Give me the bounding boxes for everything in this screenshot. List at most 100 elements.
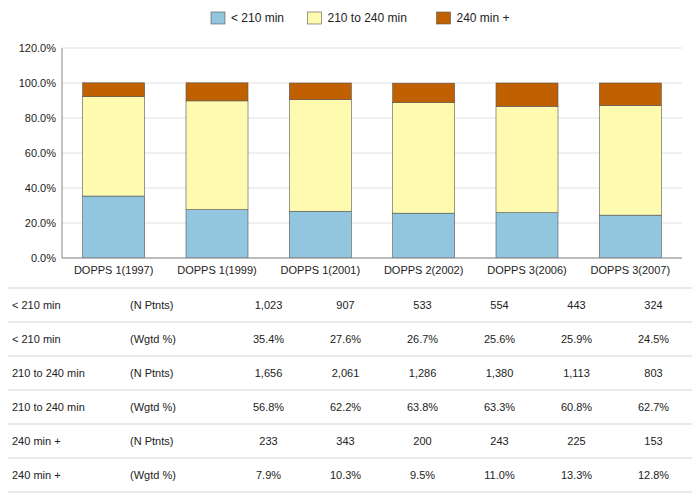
legend: < 210 min 210 to 240 min 240 min + (211, 11, 510, 25)
bar (289, 83, 351, 100)
grid-line (62, 188, 682, 189)
table-cell: 533 (413, 299, 431, 311)
table-cell: (N Ptnts) (130, 367, 173, 379)
x-tick-label: DOPPS 1(1999) (177, 264, 256, 276)
table-cell: (Wgtd %) (130, 401, 176, 413)
bar (496, 83, 558, 106)
bars (83, 83, 662, 258)
bar (393, 213, 455, 258)
table-cell: 200 (413, 435, 431, 447)
table-cell: < 210 min (12, 299, 61, 311)
table-cell: 60.8% (561, 401, 592, 413)
table-divider (8, 288, 692, 289)
table-cell: 225 (567, 435, 585, 447)
table-cell: (Wgtd %) (130, 333, 176, 345)
table-divider (8, 492, 692, 493)
legend-swatch (308, 12, 322, 24)
table-cell: 1,023 (255, 299, 283, 311)
bar (289, 100, 351, 212)
y-tick-label: 60.0% (25, 147, 56, 159)
bar (393, 102, 455, 213)
table-cell: 233 (259, 435, 277, 447)
x-tick-label: DOPPS 1(1997) (74, 264, 153, 276)
bar (186, 101, 248, 210)
y-tick-label: 20.0% (25, 217, 56, 229)
table-cell: < 210 min (12, 333, 61, 345)
legend-swatch (211, 12, 225, 24)
bar (83, 196, 145, 258)
grid-line (62, 48, 682, 49)
table-cell: (N Ptnts) (130, 299, 173, 311)
table-cell: 1,113 (563, 367, 590, 379)
table-cell: 7.9% (256, 469, 281, 481)
bar (83, 83, 145, 97)
x-tick-label: DOPPS 2(2002) (384, 264, 463, 276)
table-cell: 25.6% (484, 333, 515, 345)
y-grid: 0.0% 20.0% 40.0% 60.0% 80.0% 100.0% 120.0% (19, 42, 682, 264)
table-cell: 24.5% (638, 333, 669, 345)
x-tick-label: DOPPS 3(2006) (487, 264, 566, 276)
table-cell: 26.7% (407, 333, 438, 345)
table-cell: 554 (490, 299, 508, 311)
grid-line (62, 153, 682, 154)
y-tick-label: 100.0% (19, 77, 57, 89)
bar (599, 83, 661, 105)
table-cell: 56.8% (253, 401, 284, 413)
table-cell: 324 (644, 299, 662, 311)
y-tick-label: 0.0% (31, 252, 56, 264)
table-divider (8, 424, 692, 425)
bar (289, 211, 351, 258)
bar (599, 215, 661, 258)
bar (393, 83, 455, 102)
table-cell: 907 (336, 299, 354, 311)
legend-label: 210 to 240 min (328, 11, 407, 25)
table-cell: 9.5% (410, 469, 435, 481)
table-divider (8, 390, 692, 391)
bar (496, 106, 558, 212)
table-cell: 35.4% (253, 333, 284, 345)
y-tick-label: 120.0% (19, 42, 57, 54)
table-divider (8, 458, 692, 459)
bar (496, 213, 558, 258)
table-cell: 62.2% (330, 401, 361, 413)
bar (186, 83, 248, 101)
table-cell: 803 (644, 367, 662, 379)
table-cell: 63.8% (407, 401, 438, 413)
grid-line (62, 223, 682, 224)
legend-swatch (437, 12, 451, 24)
chart: 0.0% 20.0% 40.0% 60.0% 80.0% 100.0% 120.0% DOPP… (0, 0, 700, 500)
table-cell: (N Ptnts) (130, 435, 173, 447)
table: < 210 min (N Ptnts) 1,023 907 533 554 443 324 < … (8, 288, 692, 492)
table-cell: 210 to 240 min (12, 401, 85, 413)
bar (186, 210, 248, 258)
grid-line (62, 118, 682, 119)
table-divider (8, 356, 692, 357)
table-cell: 240 min + (12, 469, 61, 481)
table-cell: 62.7% (638, 401, 669, 413)
bar (83, 97, 145, 196)
legend-label: 240 min + (457, 11, 510, 25)
y-tick-label: 80.0% (25, 112, 56, 124)
table-cell: 1,286 (409, 367, 437, 379)
table-cell: 1,656 (255, 367, 283, 379)
x-axis (62, 258, 682, 259)
table-cell: 11.0% (484, 469, 515, 481)
table-cell: 63.3% (484, 401, 515, 413)
table-cell: 10.3% (330, 469, 361, 481)
table-cell: 343 (336, 435, 354, 447)
table-cell: 443 (567, 299, 585, 311)
legend-label: < 210 min (231, 11, 284, 25)
table-cell: 153 (644, 435, 662, 447)
bar (599, 105, 661, 215)
table-cell: 12.8% (638, 469, 669, 481)
table-cell: (Wgtd %) (130, 469, 176, 481)
table-divider (8, 322, 692, 323)
y-axis (62, 48, 63, 258)
x-tick-label: DOPPS 3(2007) (591, 264, 670, 276)
table-cell: 25.9% (561, 333, 592, 345)
table-cell: 27.6% (330, 333, 361, 345)
table-cell: 2,061 (332, 367, 360, 379)
x-tick-label: DOPPS 1(2001) (281, 264, 360, 276)
y-tick-label: 40.0% (25, 182, 56, 194)
table-cell: 210 to 240 min (12, 367, 85, 379)
